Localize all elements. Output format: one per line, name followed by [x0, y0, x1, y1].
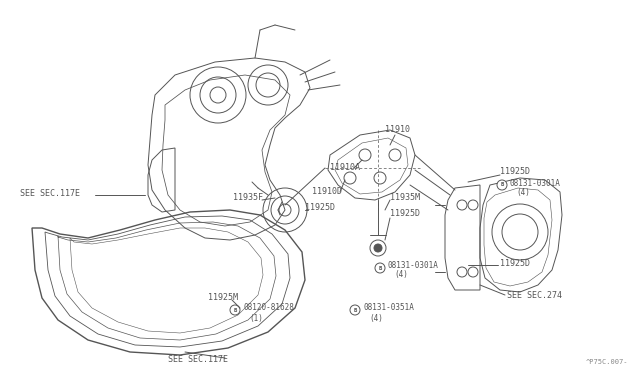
Text: SEE SEC.117E: SEE SEC.117E: [168, 356, 228, 365]
Text: 11910: 11910: [385, 125, 410, 135]
Text: SEE SEC.117E: SEE SEC.117E: [20, 189, 80, 198]
Circle shape: [375, 263, 385, 273]
Text: 11925D: 11925D: [500, 259, 530, 267]
Text: 11925M: 11925M: [208, 294, 238, 302]
Text: 11910D: 11910D: [312, 187, 342, 196]
Text: B: B: [500, 183, 504, 187]
Text: (4): (4): [516, 187, 530, 196]
Text: B: B: [378, 266, 381, 270]
Circle shape: [230, 305, 240, 315]
Text: 11935F: 11935F: [233, 193, 263, 202]
Text: 11935M: 11935M: [390, 193, 420, 202]
Text: B: B: [353, 308, 356, 312]
Text: 08120-81628: 08120-81628: [243, 304, 294, 312]
Text: SEE SEC.274: SEE SEC.274: [507, 292, 562, 301]
Text: 08131-0301A: 08131-0301A: [510, 179, 561, 187]
Text: (1): (1): [249, 314, 263, 323]
Text: 11925D: 11925D: [390, 209, 420, 218]
Text: 11925D: 11925D: [500, 167, 530, 176]
Text: (4): (4): [369, 314, 383, 323]
Circle shape: [350, 305, 360, 315]
Text: (4): (4): [394, 270, 408, 279]
Text: 08131-0351A: 08131-0351A: [363, 304, 414, 312]
Text: 08131-0301A: 08131-0301A: [388, 262, 439, 270]
Text: 11925D: 11925D: [305, 203, 335, 212]
Circle shape: [374, 244, 382, 252]
Text: B: B: [234, 308, 237, 312]
Text: ^P75C.007-: ^P75C.007-: [586, 359, 628, 365]
Circle shape: [497, 180, 507, 190]
Text: 11910A: 11910A: [330, 164, 360, 173]
